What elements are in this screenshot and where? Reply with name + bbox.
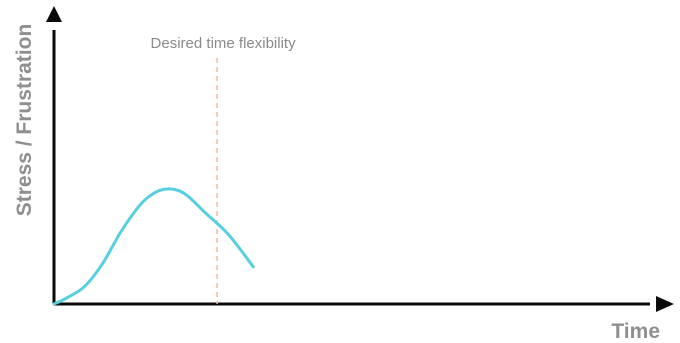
axes-layer <box>46 6 674 312</box>
series-layer <box>52 187 255 306</box>
annotation-layer: Desired time flexibility <box>151 35 297 304</box>
desired-time-flexibility-label: Desired time flexibility <box>151 35 297 52</box>
y-axis-label: Stress / Frustration <box>13 24 36 217</box>
y-axis-arrowhead <box>46 6 62 22</box>
axis-labels: Time Stress / Frustration <box>13 24 660 343</box>
x-axis-arrowhead <box>656 296 674 312</box>
stress-curve <box>52 187 255 306</box>
x-axis-label: Time <box>611 320 660 343</box>
